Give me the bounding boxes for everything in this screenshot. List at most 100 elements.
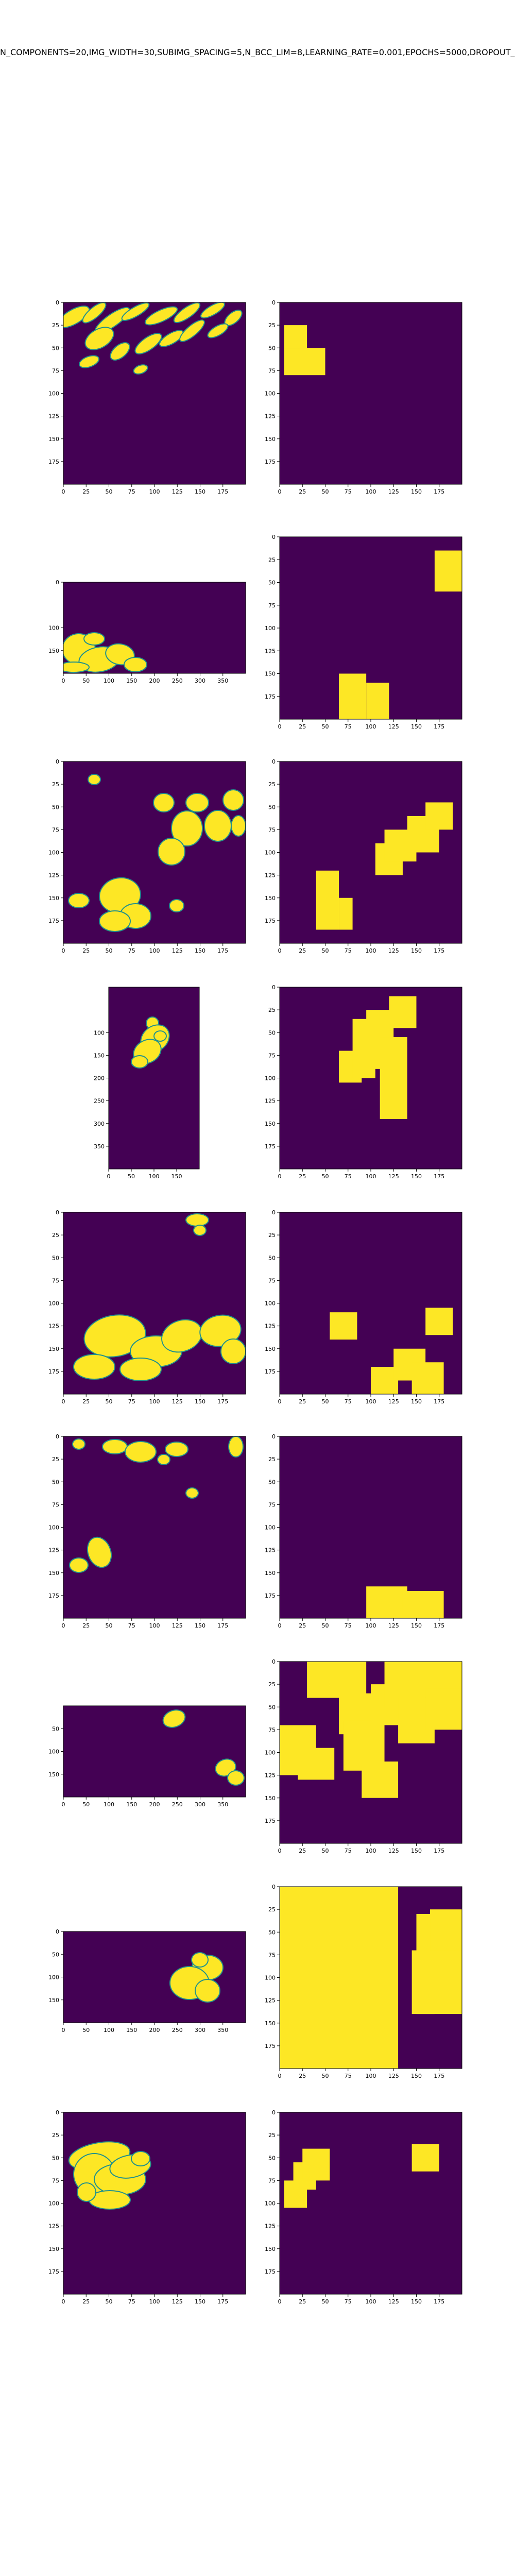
x-tick-label: 150 — [411, 2073, 422, 2079]
y-tick-label: 175 — [265, 918, 276, 924]
image-blob — [185, 1487, 199, 1499]
x-tick-label: 150 — [411, 723, 422, 730]
y-tick-label: 350 — [94, 1143, 105, 1150]
panel-background — [280, 2112, 462, 2294]
x-tick-label: 175 — [434, 1622, 444, 1629]
y-tick-label: 100 — [48, 1749, 59, 1755]
y-tick-label: 150 — [265, 895, 276, 902]
x-tick-label: 250 — [172, 1801, 183, 1808]
y-tick-label: 150 — [48, 1570, 59, 1577]
x-tick-label: 0 — [107, 1173, 111, 1180]
y-tick-label: 125 — [265, 413, 276, 420]
x-tick-label: 100 — [366, 723, 376, 730]
mask-region — [425, 1308, 453, 1335]
image-blob — [185, 793, 209, 812]
image-blob — [102, 1439, 128, 1454]
y-tick-label: 175 — [265, 693, 276, 700]
panel-row9-right: 0 25 50 75 100 125 150 175 0 25 50 75 100 125 150 175 — [265, 2109, 462, 2305]
image-blob — [173, 302, 201, 324]
x-tick-label: 125 — [388, 1622, 399, 1629]
x-tick-label: 50 — [322, 1848, 329, 1854]
x-tick-label: 350 — [217, 677, 228, 684]
x-tick-label: 100 — [149, 1173, 160, 1180]
x-tick-label: 50 — [106, 1398, 113, 1405]
x-tick-label: 25 — [299, 1622, 306, 1629]
y-tick-label: 150 — [265, 1121, 276, 1127]
x-tick-label: 175 — [434, 723, 444, 730]
y-tick-label: 175 — [48, 1592, 59, 1599]
x-tick-label: 0 — [62, 2298, 65, 2305]
y-tick-label: 75 — [52, 1277, 59, 1284]
image-blob — [204, 810, 232, 842]
image-blob — [73, 1354, 115, 1380]
y-tick-label: 75 — [268, 1501, 276, 1508]
x-tick-label: 75 — [128, 1622, 135, 1629]
y-tick-label: 0 — [272, 2109, 276, 2116]
x-tick-label: 50 — [82, 2027, 90, 2033]
x-tick-label: 50 — [106, 488, 113, 495]
panel-row1-left: 0 25 50 75 100 125 150 175 0 25 50 75 100 125 150 175 — [48, 299, 246, 495]
y-tick-label: 25 — [268, 781, 276, 788]
y-tick-label: 150 — [48, 1346, 59, 1352]
y-tick-label: 50 — [52, 1725, 59, 1732]
x-tick-label: 0 — [278, 2073, 282, 2079]
panel-row6-right: 0 25 50 75 100 125 150 175 0 25 50 75 100 125 150 175 — [265, 1433, 462, 1629]
x-tick-label: 75 — [345, 1848, 352, 1854]
y-tick-label: 50 — [52, 1479, 59, 1485]
image-blob — [195, 1979, 220, 2003]
y-tick-label: 100 — [48, 1300, 59, 1307]
y-tick-label: 50 — [268, 1029, 276, 1036]
image-blob — [222, 789, 244, 811]
panel-row7-right: 0 25 50 75 100 125 150 175 0 25 50 75 100 125 150 175 — [265, 1658, 462, 1854]
image-blob — [231, 815, 246, 837]
y-tick-label: 150 — [48, 1771, 59, 1778]
panel-row8-left: 0 50 100 150 200 250 300 350 0 50 100 150 — [48, 1928, 246, 2033]
x-tick-label: 100 — [149, 488, 160, 495]
x-tick-label: 0 — [62, 488, 65, 495]
panel-row2-right: 0 25 50 75 100 125 150 175 0 25 50 75 100 125 150 175 — [265, 534, 462, 730]
image-content — [69, 1436, 244, 1573]
y-tick-label: 150 — [48, 648, 59, 654]
y-tick-label: 0 — [56, 1209, 59, 1216]
x-tick-label: 50 — [128, 1173, 135, 1180]
x-tick-label: 125 — [388, 488, 399, 495]
x-tick-label: 0 — [62, 1801, 65, 1808]
x-tick-label: 150 — [195, 2298, 205, 2305]
x-tick-label: 0 — [278, 723, 282, 730]
x-tick-label: 150 — [195, 1398, 205, 1405]
image-blob — [69, 1557, 89, 1573]
y-tick-label: 25 — [268, 1681, 276, 1688]
y-tick-label: 175 — [265, 2268, 276, 2275]
x-tick-label: 25 — [82, 488, 90, 495]
x-tick-label: 125 — [388, 1848, 399, 1854]
mask-region — [298, 1748, 335, 1780]
image-content — [63, 632, 147, 673]
y-tick-label: 150 — [48, 1997, 59, 2004]
x-tick-label: 75 — [128, 488, 135, 495]
x-tick-label: 175 — [434, 1398, 444, 1405]
x-tick-label: 350 — [217, 2027, 228, 2033]
x-tick-label: 75 — [345, 1398, 352, 1405]
x-tick-label: 125 — [388, 1173, 399, 1180]
image-blob — [227, 1770, 245, 1786]
x-tick-label: 125 — [172, 2298, 183, 2305]
x-tick-label: 125 — [388, 1398, 399, 1405]
x-tick-label: 175 — [217, 2298, 228, 2305]
y-tick-label: 50 — [268, 1929, 276, 1936]
mask-region — [316, 870, 339, 930]
y-tick-label: 175 — [48, 459, 59, 465]
x-tick-label: 175 — [434, 947, 444, 954]
x-tick-label: 50 — [322, 947, 329, 954]
y-tick-label: 0 — [56, 299, 59, 306]
y-tick-label: 50 — [52, 2155, 59, 2161]
x-tick-label: 125 — [388, 2073, 399, 2079]
y-tick-label: 50 — [52, 1951, 59, 1958]
panel-row7-left: 0 50 100 150 200 250 300 350 50 100 150 — [48, 1705, 246, 1808]
image-blob — [78, 355, 100, 368]
image-blob — [153, 793, 175, 812]
mask-region — [366, 1586, 407, 1618]
y-tick-label: 150 — [265, 2246, 276, 2252]
y-tick-label: 175 — [48, 918, 59, 924]
x-tick-label: 100 — [366, 1398, 376, 1405]
image-blob — [185, 1213, 209, 1227]
